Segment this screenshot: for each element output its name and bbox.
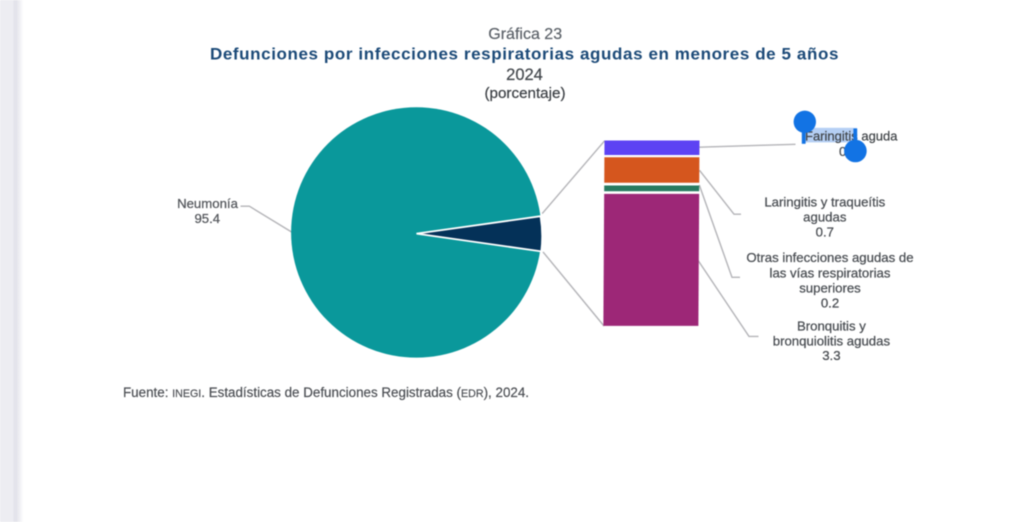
svg-text:agudas: agudas: [803, 210, 847, 225]
svg-text:Otras infecciones agudas de: Otras infecciones agudas de: [746, 250, 913, 265]
svg-text:(porcentaje): (porcentaje): [484, 85, 565, 102]
svg-text:3.3: 3.3: [822, 348, 840, 363]
svg-text:Neumonía: Neumonía: [177, 196, 239, 211]
svg-text:0.2: 0.2: [821, 295, 839, 310]
svg-text:bronquiolitis agudas: bronquiolitis agudas: [773, 333, 891, 348]
svg-text:Laringitis y traqueítis: Laringitis y traqueítis: [764, 194, 885, 209]
svg-text:Bronquitis y: Bronquitis y: [797, 319, 866, 334]
svg-text:0.7: 0.7: [816, 225, 834, 240]
svg-text:2024: 2024: [506, 66, 543, 84]
svg-text:superiores: superiores: [799, 281, 861, 296]
svg-text:Defunciones por infecciones re: Defunciones por infecciones respiratoria…: [210, 45, 839, 64]
svg-text:Faringitis aguda: Faringitis aguda: [805, 128, 898, 143]
svg-text:Fuente: INEGI. Estadísticas de: Fuente: INEGI. Estadísticas de Defuncion…: [123, 385, 529, 400]
svg-text:95.4: 95.4: [194, 211, 220, 226]
svg-text:las vías respiratorias: las vías respiratorias: [770, 265, 891, 280]
svg-text:Gráfica 23: Gráfica 23: [488, 26, 562, 43]
